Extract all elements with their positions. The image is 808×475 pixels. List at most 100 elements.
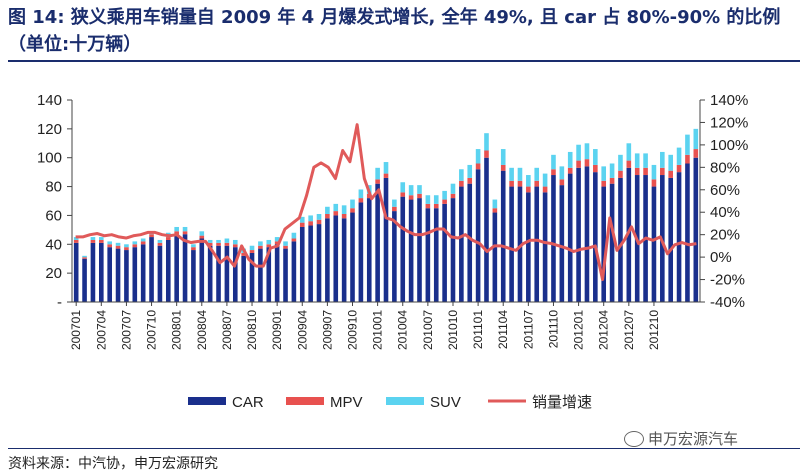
bar-suv (258, 241, 263, 246)
bar-suv (107, 241, 112, 245)
right-tick-label: -20% (710, 272, 745, 289)
growth-line (75, 123, 697, 282)
bar-car (392, 211, 397, 302)
bar-mpv (676, 164, 682, 173)
bar-car (484, 157, 489, 302)
right-y-axis: -40% -20% 0% 20% 40% 60% 80% 100% 120% 140% (699, 92, 748, 311)
bar-suv (467, 164, 473, 178)
bar-mpv (216, 242, 221, 246)
bar-mpv (157, 242, 163, 246)
legend-label: MPV (330, 394, 363, 411)
bar-car (149, 237, 154, 302)
x-tick-label: 200910 (346, 310, 360, 350)
bar-suv (634, 153, 640, 168)
bar-suv (174, 226, 179, 232)
bar-mpv (567, 167, 573, 174)
bar-suv (593, 149, 598, 165)
bar-mpv (408, 195, 414, 200)
left-tick-label: 140 (37, 92, 62, 109)
x-tick-label: 201204 (597, 310, 611, 350)
bar-mpv (283, 245, 288, 249)
bar-suv (341, 205, 347, 214)
bar-mpv (500, 164, 506, 171)
bar-suv (433, 195, 439, 204)
bar-suv (191, 244, 196, 248)
bar-suv (392, 199, 397, 207)
bar-mpv (241, 252, 246, 256)
bar-car (241, 255, 246, 302)
bar-mpv (291, 238, 297, 242)
bar-mpv (132, 244, 138, 248)
bar-mpv (467, 177, 473, 184)
bar-suv (643, 153, 648, 168)
right-tick-label: 80% (710, 159, 740, 176)
bar-car (258, 248, 263, 302)
bar-car (157, 245, 163, 302)
bar-car (358, 202, 364, 302)
bar-suv (626, 143, 632, 161)
x-tick-label: 200804 (195, 310, 209, 350)
bar-mpv (643, 167, 648, 176)
bar-car (425, 208, 431, 302)
bar-car (82, 258, 87, 302)
bar-car (216, 245, 221, 302)
bar-car (676, 172, 682, 302)
bar-mpv (165, 237, 171, 240)
bar-car (140, 244, 146, 302)
bar-suv (668, 154, 673, 171)
bar-mpv (509, 180, 514, 187)
bar-suv (651, 164, 657, 180)
bar-suv (693, 128, 699, 150)
x-tick-label: 201010 (446, 310, 460, 350)
bar-car (299, 226, 305, 302)
bar-car (207, 245, 213, 302)
x-tick-label: 200810 (245, 310, 259, 350)
bar-suv (249, 245, 255, 251)
bar-mpv (484, 150, 489, 158)
bar-mpv (174, 231, 179, 235)
bar-mpv (492, 208, 498, 213)
bar-car (316, 224, 322, 302)
bar-car (132, 247, 138, 302)
x-tick-label: 200707 (119, 310, 133, 350)
bar-suv (676, 147, 682, 165)
bar-mpv (191, 247, 196, 251)
bar-mpv (660, 167, 665, 176)
bar-car (442, 203, 447, 302)
bar-mpv (140, 241, 146, 245)
bar-mpv (99, 239, 104, 243)
bar-mpv (358, 198, 364, 203)
bar-suv (685, 134, 690, 155)
left-tick-label: 40 (45, 236, 62, 253)
bar-mpv (308, 221, 313, 226)
bar-car (609, 183, 615, 302)
bar-mpv (534, 180, 540, 187)
bar-car (375, 183, 380, 302)
bar-series (73, 128, 699, 302)
bar-car (266, 247, 272, 302)
bar-car (408, 199, 414, 302)
bar-mpv (199, 235, 205, 239)
bar-car (542, 192, 548, 302)
legend-swatch-car (188, 397, 226, 405)
legend-label: CAR (232, 394, 264, 411)
bar-mpv (542, 186, 548, 193)
bar-mpv (115, 245, 121, 249)
bar-suv (182, 226, 188, 232)
bar-mpv (73, 239, 79, 243)
bar-mpv (668, 170, 673, 178)
bar-mpv (375, 179, 380, 184)
watermark-label: 申万宏源汽车 (648, 430, 739, 448)
bar-suv (484, 133, 489, 151)
bar-mpv (450, 193, 456, 199)
x-tick-label: 201001 (371, 310, 385, 350)
bar-car (199, 238, 205, 302)
bar-mpv (224, 242, 230, 246)
bar-suv (274, 237, 280, 242)
bar-mpv (609, 177, 615, 184)
left-tick-label: 100 (37, 150, 62, 167)
bar-suv (207, 239, 213, 243)
bar-car (99, 242, 104, 302)
x-tick-label: 201210 (647, 310, 661, 350)
bar-suv (542, 173, 548, 187)
